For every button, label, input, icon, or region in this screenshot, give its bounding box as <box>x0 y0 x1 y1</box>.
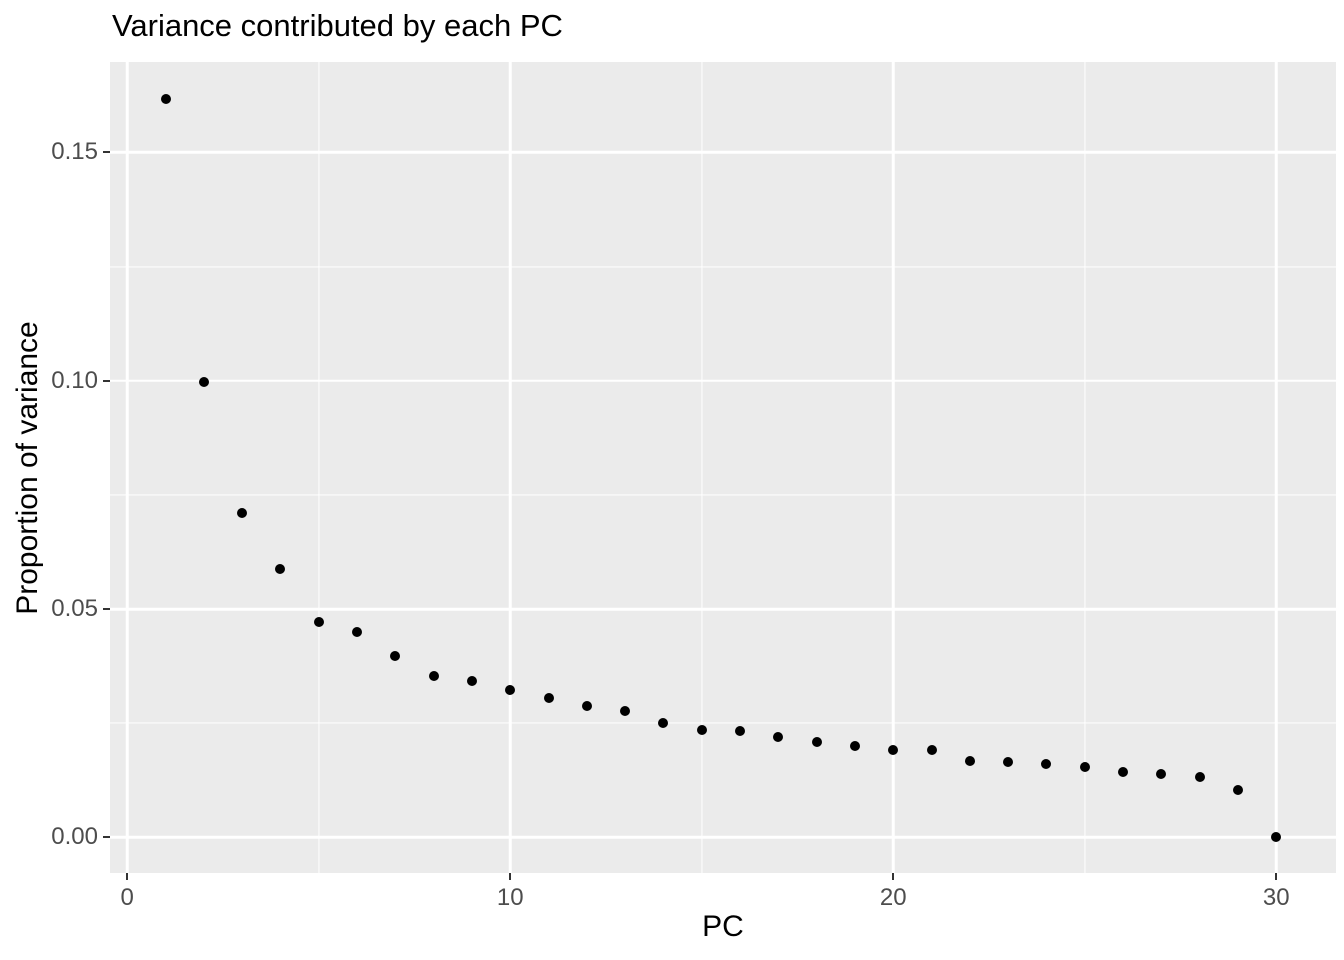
data-point <box>1194 772 1205 783</box>
data-point <box>237 507 248 518</box>
y-axis-tick <box>103 608 110 611</box>
y-major-gridline <box>110 379 1336 382</box>
data-point <box>581 700 592 711</box>
data-point <box>849 741 860 752</box>
x-minor-gridline <box>1084 62 1086 873</box>
x-major-gridline <box>1275 62 1278 873</box>
data-point <box>658 717 669 728</box>
data-point <box>428 670 439 681</box>
x-minor-gridline <box>701 62 703 873</box>
data-point <box>696 725 707 736</box>
data-point <box>466 675 477 686</box>
x-tick-label: 30 <box>1262 884 1290 911</box>
y-tick-label: 0.15 <box>51 138 98 166</box>
data-point <box>1041 758 1052 769</box>
x-major-gridline <box>508 62 512 873</box>
x-axis-tick <box>1275 873 1278 880</box>
data-point <box>1156 768 1167 779</box>
data-point <box>543 693 554 704</box>
x-axis-tick <box>126 873 129 880</box>
data-point <box>1232 784 1243 795</box>
data-point <box>198 377 209 388</box>
y-minor-gridline <box>110 722 1336 724</box>
data-point <box>313 616 324 627</box>
data-point <box>390 651 401 662</box>
x-tick-label: 20 <box>879 884 907 911</box>
x-major-gridline <box>891 62 895 873</box>
data-point <box>1079 762 1090 773</box>
y-axis-title: Proportion of variance <box>11 320 44 615</box>
data-point <box>1271 831 1282 842</box>
y-major-gridline <box>110 836 1336 839</box>
data-point <box>926 744 937 755</box>
y-tick-label: 0.10 <box>51 366 98 394</box>
plot-panel <box>110 62 1336 873</box>
data-point <box>773 731 784 742</box>
x-tick-label: 10 <box>496 884 524 911</box>
y-minor-gridline <box>110 265 1336 268</box>
data-point <box>352 626 363 637</box>
x-axis-tick <box>892 873 895 880</box>
y-major-gridline <box>110 151 1336 154</box>
y-axis-tick <box>103 379 110 382</box>
y-tick-label: 0.00 <box>51 823 98 851</box>
data-point <box>1003 756 1014 767</box>
data-point <box>888 744 899 755</box>
data-point <box>735 725 746 736</box>
data-point <box>505 684 516 695</box>
data-point <box>1118 767 1129 778</box>
y-tick-label: 0.05 <box>51 595 98 623</box>
data-point <box>811 736 822 747</box>
plot-title: Variance contributed by each PC <box>112 8 563 43</box>
y-minor-gridline <box>110 494 1336 496</box>
data-point <box>275 563 286 574</box>
x-major-gridline <box>125 62 129 873</box>
x-minor-gridline <box>318 62 320 873</box>
x-tick-label: 0 <box>120 884 134 911</box>
data-point <box>620 705 631 716</box>
y-major-gridline <box>110 607 1336 611</box>
y-axis-tick <box>103 836 110 839</box>
x-axis-title: PC <box>702 910 744 943</box>
x-axis-tick <box>509 873 512 880</box>
y-axis-tick <box>103 151 110 154</box>
data-point <box>160 93 171 104</box>
data-point <box>964 755 975 766</box>
